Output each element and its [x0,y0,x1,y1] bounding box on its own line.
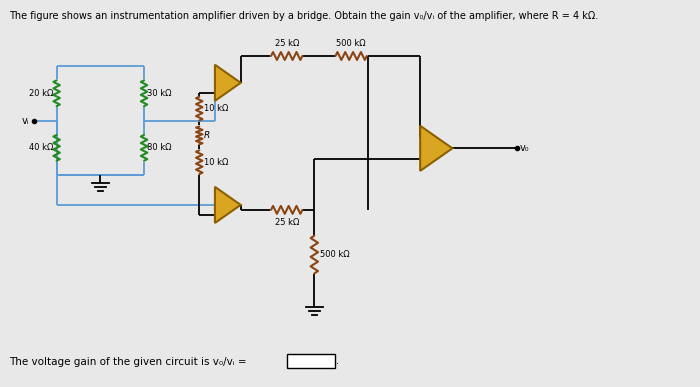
Polygon shape [420,126,452,171]
Text: .: . [337,356,340,366]
Text: vᵢ: vᵢ [22,116,29,125]
Text: 500 kΩ: 500 kΩ [336,39,366,48]
FancyBboxPatch shape [287,354,335,368]
Text: The figure shows an instrumentation amplifier driven by a bridge. Obtain the gai: The figure shows an instrumentation ampl… [9,11,598,21]
Text: 40 kΩ: 40 kΩ [29,143,53,152]
Text: 25 kΩ: 25 kΩ [274,39,299,48]
Text: v₀: v₀ [519,143,529,153]
Text: +: + [218,194,225,202]
Text: +: + [424,134,430,142]
Text: 20 kΩ: 20 kΩ [29,89,53,98]
Text: 25 kΩ: 25 kΩ [274,218,299,227]
Text: The voltage gain of the given circuit is v₀/vᵢ =: The voltage gain of the given circuit is… [9,357,246,367]
Text: 30 kΩ: 30 kΩ [147,89,172,98]
Text: 10 kΩ: 10 kΩ [204,158,228,167]
Text: R: R [204,131,210,140]
Text: 80 kΩ: 80 kΩ [147,143,172,152]
Text: +: + [218,71,225,80]
Polygon shape [215,65,241,101]
Polygon shape [215,187,241,223]
Text: 500 kΩ: 500 kΩ [320,250,349,259]
Text: 10 kΩ: 10 kΩ [204,104,228,113]
